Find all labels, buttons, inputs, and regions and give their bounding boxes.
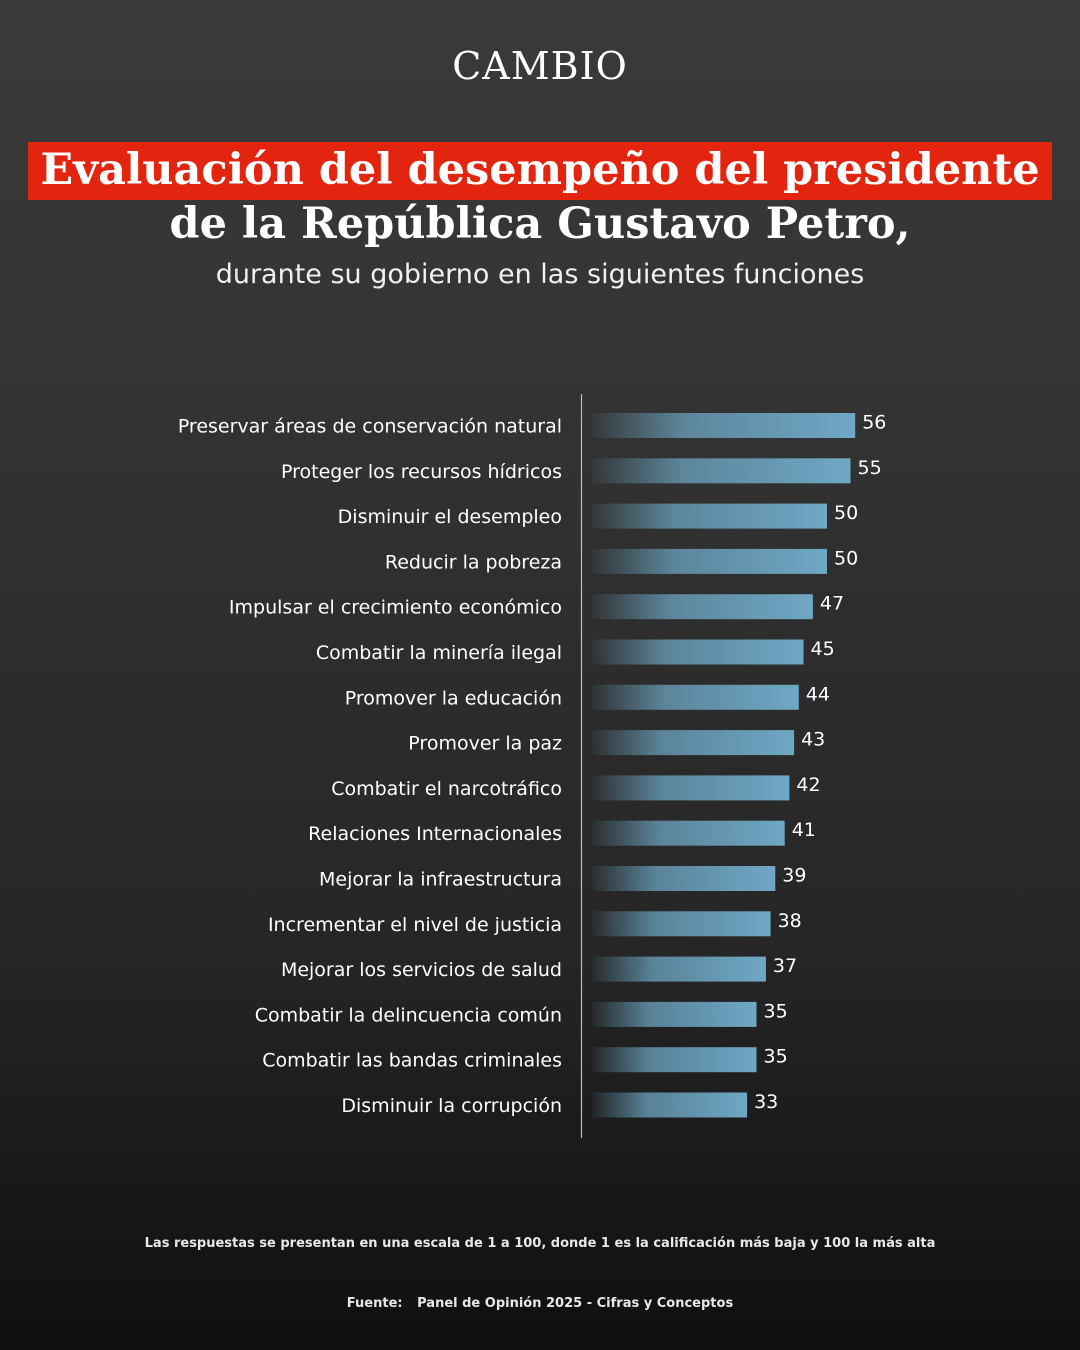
value-label: 50: [834, 547, 858, 569]
value-label: 42: [796, 774, 820, 796]
bar: [592, 956, 766, 982]
bar: [592, 866, 776, 891]
category-label: Promover la paz: [408, 733, 562, 755]
bar: [592, 639, 804, 665]
bar: [592, 413, 856, 438]
value-label: 39: [782, 865, 806, 887]
bar: [592, 1001, 757, 1027]
source-text: Panel de Opinión 2025 - Cifras y Concept…: [417, 1296, 734, 1311]
value-label: 45: [811, 638, 835, 660]
bar: [592, 548, 827, 574]
category-label: Combatir la delincuencia común: [255, 1004, 562, 1026]
value-label: 43: [801, 729, 825, 751]
category-label: Promover la educación: [345, 687, 562, 709]
value-label: 55: [858, 457, 882, 479]
value-label: 50: [834, 502, 858, 524]
category-label: Impulsar el crecimiento económico: [229, 597, 562, 619]
category-label: Disminuir la corrupción: [341, 1095, 562, 1117]
category-label: Combatir las bandas criminales: [262, 1050, 562, 1072]
value-label: 37: [773, 955, 797, 977]
category-label: Preservar áreas de conservación natural: [178, 416, 562, 438]
value-label: 41: [792, 819, 816, 841]
category-label: Mejorar los servicios de salud: [281, 959, 562, 981]
category-label: Combatir el narcotráfico: [331, 778, 562, 800]
bar: [592, 775, 790, 801]
category-label: Mejorar la infraestructura: [319, 869, 562, 891]
bar: [592, 911, 771, 937]
category-label: Disminuir el desempleo: [338, 506, 562, 528]
source-line: Fuente: Panel de Opinión 2025 - Cifras y…: [0, 1296, 1080, 1311]
value-label: 33: [754, 1091, 778, 1113]
value-label: 44: [806, 683, 830, 705]
category-label: Proteger los recursos hídricos: [281, 461, 562, 483]
category-label: Incrementar el nivel de justicia: [268, 914, 562, 936]
value-label: 35: [764, 1000, 788, 1022]
bar: [592, 820, 785, 846]
value-label: 35: [764, 1046, 788, 1068]
bar: [592, 1047, 757, 1073]
brand-logo: CAMBIO: [452, 44, 628, 88]
value-label: 38: [778, 910, 802, 932]
title-highlight-wrap: Evaluación del desempeño del presidente: [0, 142, 1080, 200]
category-label: Reducir la pobreza: [385, 551, 562, 573]
bar: [592, 1092, 748, 1118]
category-label: Combatir la minería ilegal: [316, 642, 562, 664]
value-label: 56: [862, 412, 886, 434]
source-label: Fuente:: [346, 1296, 403, 1311]
category-label: Relaciones Internacionales: [308, 823, 562, 845]
bar: [592, 503, 827, 529]
chart-subtitle: durante su gobierno en las siguientes fu…: [215, 259, 865, 290]
chart-title-line-1: Evaluación del desempeño del presidente: [28, 142, 1052, 200]
scale-note: Las respuestas se presentan en una escal…: [144, 1236, 936, 1251]
bar: [592, 730, 795, 756]
bar: [592, 458, 851, 484]
bar: [592, 594, 813, 620]
bar: [592, 684, 799, 710]
chart-title-line-2: de la República Gustavo Petro,: [169, 199, 911, 249]
value-label: 47: [820, 593, 844, 615]
